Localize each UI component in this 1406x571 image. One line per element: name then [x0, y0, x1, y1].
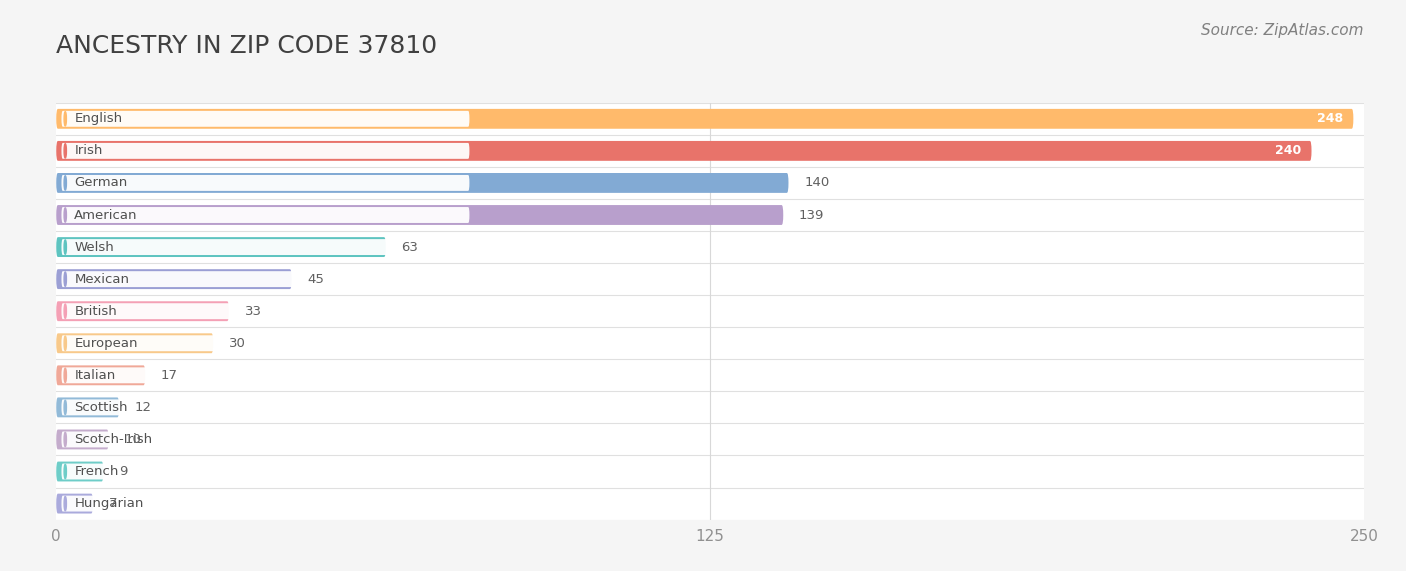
- FancyBboxPatch shape: [62, 367, 470, 383]
- Text: ANCESTRY IN ZIP CODE 37810: ANCESTRY IN ZIP CODE 37810: [56, 34, 437, 58]
- Text: 7: 7: [108, 497, 117, 510]
- FancyBboxPatch shape: [56, 173, 789, 193]
- FancyBboxPatch shape: [62, 464, 470, 480]
- Text: European: European: [75, 337, 138, 350]
- Circle shape: [65, 368, 66, 383]
- Circle shape: [65, 400, 66, 415]
- FancyBboxPatch shape: [56, 333, 214, 353]
- FancyBboxPatch shape: [56, 269, 291, 289]
- Text: Scottish: Scottish: [75, 401, 128, 414]
- Text: 10: 10: [124, 433, 141, 446]
- Text: Source: ZipAtlas.com: Source: ZipAtlas.com: [1201, 23, 1364, 38]
- Text: 12: 12: [135, 401, 152, 414]
- FancyBboxPatch shape: [56, 141, 1312, 161]
- FancyBboxPatch shape: [56, 263, 1364, 295]
- FancyBboxPatch shape: [62, 303, 470, 319]
- FancyBboxPatch shape: [56, 456, 1364, 488]
- Circle shape: [65, 464, 66, 478]
- FancyBboxPatch shape: [56, 397, 120, 417]
- Text: American: American: [75, 208, 138, 222]
- FancyBboxPatch shape: [62, 432, 470, 448]
- Circle shape: [65, 144, 66, 158]
- FancyBboxPatch shape: [56, 237, 385, 257]
- Text: 9: 9: [120, 465, 128, 478]
- FancyBboxPatch shape: [62, 335, 470, 351]
- Circle shape: [65, 176, 66, 190]
- Text: 30: 30: [229, 337, 246, 350]
- Text: 139: 139: [799, 208, 824, 222]
- Text: 63: 63: [402, 240, 419, 254]
- FancyBboxPatch shape: [56, 429, 108, 449]
- FancyBboxPatch shape: [56, 365, 145, 385]
- Text: Italian: Italian: [75, 369, 115, 382]
- FancyBboxPatch shape: [56, 461, 103, 481]
- Text: British: British: [75, 305, 117, 317]
- FancyBboxPatch shape: [62, 207, 470, 223]
- FancyBboxPatch shape: [56, 205, 783, 225]
- FancyBboxPatch shape: [56, 295, 1364, 327]
- FancyBboxPatch shape: [62, 175, 470, 191]
- FancyBboxPatch shape: [56, 359, 1364, 391]
- Circle shape: [65, 432, 66, 447]
- FancyBboxPatch shape: [56, 494, 93, 513]
- Circle shape: [65, 112, 66, 126]
- Text: Mexican: Mexican: [75, 272, 129, 286]
- Text: 248: 248: [1317, 112, 1343, 125]
- FancyBboxPatch shape: [56, 167, 1364, 199]
- Text: Welsh: Welsh: [75, 240, 114, 254]
- Circle shape: [65, 304, 66, 319]
- FancyBboxPatch shape: [56, 109, 1354, 128]
- Text: Irish: Irish: [75, 144, 103, 158]
- FancyBboxPatch shape: [56, 301, 229, 321]
- Circle shape: [65, 336, 66, 351]
- FancyBboxPatch shape: [56, 424, 1364, 456]
- FancyBboxPatch shape: [56, 135, 1364, 167]
- FancyBboxPatch shape: [62, 239, 470, 255]
- Text: English: English: [75, 112, 122, 125]
- Circle shape: [65, 496, 66, 510]
- FancyBboxPatch shape: [62, 111, 470, 127]
- Text: 45: 45: [308, 272, 325, 286]
- FancyBboxPatch shape: [62, 143, 470, 159]
- Circle shape: [65, 240, 66, 254]
- FancyBboxPatch shape: [56, 199, 1364, 231]
- FancyBboxPatch shape: [56, 327, 1364, 359]
- Text: 140: 140: [804, 176, 830, 190]
- FancyBboxPatch shape: [62, 496, 470, 512]
- Text: 17: 17: [160, 369, 177, 382]
- Circle shape: [65, 208, 66, 222]
- FancyBboxPatch shape: [56, 231, 1364, 263]
- Text: Hungarian: Hungarian: [75, 497, 143, 510]
- Text: 33: 33: [245, 305, 262, 317]
- Text: French: French: [75, 465, 118, 478]
- FancyBboxPatch shape: [56, 103, 1364, 135]
- Text: German: German: [75, 176, 128, 190]
- FancyBboxPatch shape: [56, 391, 1364, 424]
- FancyBboxPatch shape: [56, 488, 1364, 520]
- Circle shape: [65, 272, 66, 286]
- Text: 240: 240: [1275, 144, 1301, 158]
- FancyBboxPatch shape: [62, 400, 470, 415]
- Text: Scotch-Irish: Scotch-Irish: [75, 433, 152, 446]
- FancyBboxPatch shape: [62, 271, 470, 287]
